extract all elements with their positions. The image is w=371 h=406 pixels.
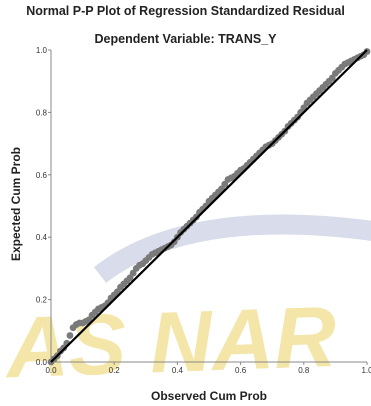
y-tick-label: 0.2: [36, 296, 48, 305]
x-tick-label: 0.4: [172, 366, 184, 375]
data-point: [363, 48, 371, 55]
reference-line: [50, 49, 368, 363]
y-tick-label: 0.0: [36, 358, 48, 367]
x-axis-title: Observed Cum Prob: [151, 389, 267, 403]
y-tick-label: 0.6: [36, 171, 48, 180]
x-tick-label: 0.2: [109, 366, 121, 375]
x-tick-label: 1.0: [361, 366, 371, 375]
watermark: AS NAR: [3, 214, 371, 397]
watermark-ring: [93, 214, 371, 283]
x-tick-label: 0.8: [298, 366, 310, 375]
chart-subtitle: Dependent Variable: TRANS_Y: [94, 32, 277, 46]
x-tick-label: 0.6: [235, 366, 247, 375]
x-tick-label: 0.0: [45, 366, 57, 375]
y-tick-label: 1.0: [36, 46, 48, 55]
watermark-text: AS NAR: [3, 289, 338, 397]
y-axis-title: Expected Cum Prob: [9, 147, 23, 261]
chart-title: Normal P-P Plot of Regression Standardiz…: [26, 4, 345, 18]
y-tick-label: 0.4: [36, 233, 48, 242]
y-tick-label: 0.8: [36, 108, 48, 117]
data-point: [66, 332, 74, 339]
